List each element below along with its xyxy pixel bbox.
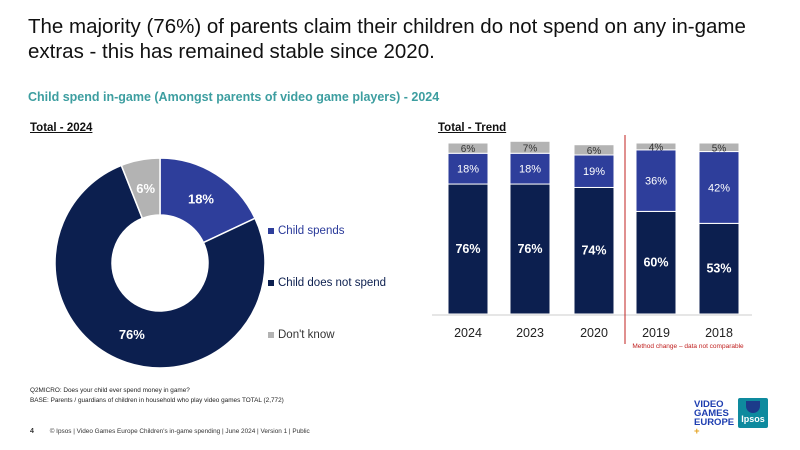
bar-segment [447, 142, 489, 154]
footer: 4 © Ipsos | Video Games Europe Children'… [30, 428, 310, 435]
bar-value-label: 6% [461, 144, 476, 155]
logo-line: EUROPE [694, 417, 735, 428]
bar-segment [635, 210, 677, 315]
bar-value-label: 6% [587, 146, 602, 157]
footer-text: © Ipsos | Video Games Europe Children's … [49, 428, 310, 435]
bar-value-label: 18% [457, 164, 479, 176]
x-tick-label: 2023 [516, 326, 544, 340]
donut-chart: 18% 76% 6% [54, 157, 266, 369]
bar-segment [635, 142, 677, 151]
bar-segment [573, 186, 615, 315]
legend-item-child-does-not-spend: Child does not spend [268, 277, 386, 289]
bar-segment [509, 140, 551, 154]
bar-segment [698, 151, 740, 224]
question-notes: Q2MICRO: Does your child ever spend mone… [30, 386, 284, 406]
question-note: Q2MICRO: Does your child ever spend mone… [30, 387, 190, 394]
chart-subheading: Child spend in-game (Amongst parents of … [28, 90, 440, 104]
x-tick-label: 2019 [642, 326, 670, 340]
ipsos-logo: Ipsos [738, 398, 768, 428]
legend-swatch [268, 228, 274, 234]
bar-value-label: 7% [523, 143, 538, 154]
bar-segment [573, 154, 615, 188]
bar-segment [698, 222, 740, 315]
bar-segment [573, 144, 615, 156]
bar-segment [635, 149, 677, 212]
donut-slice-label: 76% [119, 327, 145, 342]
bar-value-label: 42% [708, 182, 730, 194]
bar-value-label: 76% [517, 242, 542, 256]
bar-value-label: 19% [583, 166, 605, 178]
base-note: BASE: Parents / guardians of children in… [30, 397, 284, 404]
legend-label: Child spends [278, 225, 345, 237]
bar-value-label: 4% [649, 142, 664, 153]
logo-line: VIDEO [694, 399, 724, 410]
donut-slice-label: 18% [188, 191, 214, 206]
legend-label: Child does not spend [278, 277, 387, 289]
legend-item-child-spends: Child spends [268, 225, 344, 237]
bar-segment [509, 183, 551, 315]
trend-section-title: Total - Trend [438, 122, 507, 134]
donut-slice-label: 6% [136, 181, 155, 196]
donut-slice [120, 157, 161, 220]
bar-value-label: 53% [706, 262, 731, 276]
ipsos-shield-icon [746, 401, 760, 413]
x-tick-label: 2018 [705, 326, 733, 340]
video-games-europe-logo: VIDEO GAMES EUROPE + [694, 399, 735, 437]
bar-value-label: 76% [455, 242, 480, 256]
stacked-bar-chart: 76% 18% 6% 2024 76% 18% 7% 2023 74% 19% 6% 2020 60% 3… [432, 135, 752, 350]
bar-segment [698, 142, 740, 153]
page-number: 4 [30, 428, 34, 435]
donut-slice [54, 164, 266, 369]
legend-swatch [268, 332, 274, 338]
logo-line: GAMES [694, 408, 729, 419]
bar-value-label: 36% [645, 176, 667, 188]
bar-value-label: 18% [519, 164, 541, 176]
logo-plus: + [694, 426, 700, 437]
bar-value-label: 5% [712, 143, 727, 154]
x-tick-label: 2024 [454, 326, 482, 340]
legend-label: Don't know [278, 329, 335, 341]
method-change-annotation: Method change – data not comparable [632, 343, 744, 350]
donut-section-title: Total - 2024 [30, 122, 93, 134]
legend-item-dont-know: Don't know [268, 329, 335, 341]
bar-value-label: 74% [581, 244, 606, 258]
page-title: The majority (76%) of parents claim thei… [28, 15, 746, 63]
legend-swatch [268, 280, 274, 286]
x-tick-label: 2020 [580, 326, 608, 340]
ipsos-wordmark: Ipsos [741, 414, 765, 424]
bar-value-label: 60% [643, 256, 668, 270]
bar-segment [447, 152, 489, 185]
